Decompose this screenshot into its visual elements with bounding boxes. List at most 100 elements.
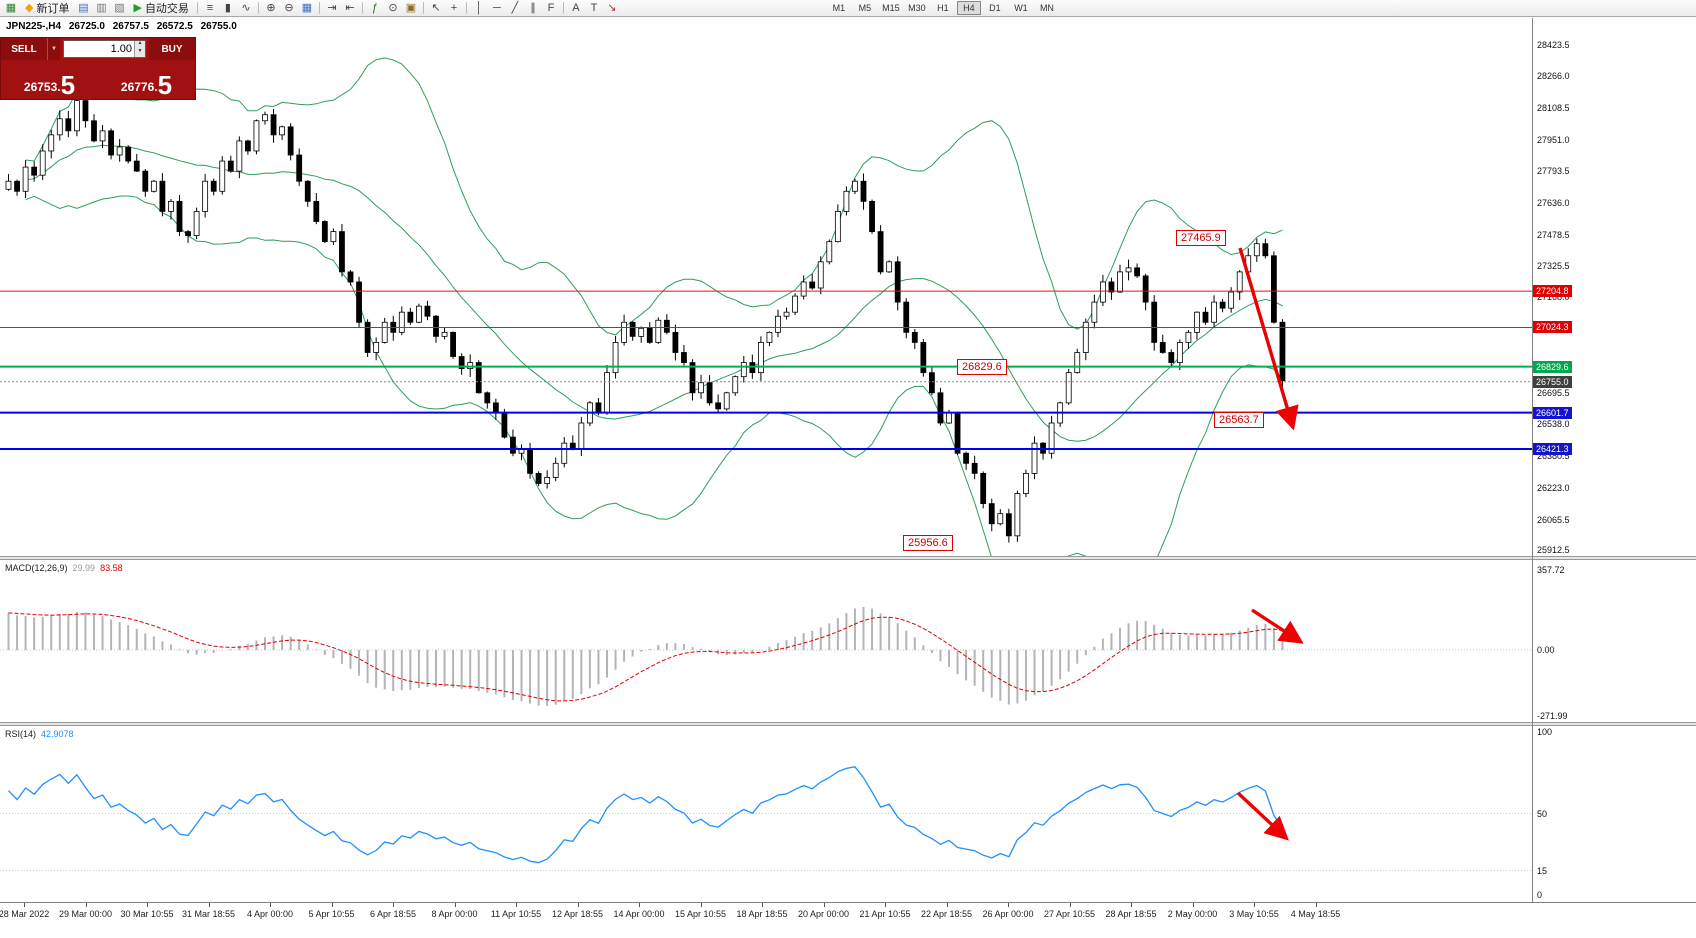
line-chart-icon-glyph: ∿: [241, 1, 251, 14]
buy-price[interactable]: 26776. 5: [98, 60, 195, 99]
chart-profiles-icon[interactable]: ▤: [74, 1, 92, 16]
macd-signal-line: [8, 612, 1283, 702]
toolbar-icon-group: ▦ ◆ 新订单 ▤ ▥ ▧ ▶ 自动交易 ≡ ▮ ∿ ⊕ ⊖ ▦ ⇥ ⇤ ƒ ⊙ ▣ ↖ + │ ─ ╱ ∥ F A T ↘: [2, 0, 621, 17]
time-axis-label: 30 Mar 10:55: [120, 909, 174, 919]
main-trend-arrow[interactable]: [1238, 247, 1299, 431]
indicators-icon[interactable]: ƒ: [366, 1, 384, 16]
time-axis-tick: [700, 903, 702, 907]
volume-up-button[interactable]: ▲: [135, 41, 145, 49]
time-axis-label: 2 May 00:00: [1167, 909, 1218, 919]
crosshair-icon[interactable]: +: [445, 1, 463, 16]
cursor-icon-glyph: ↖: [431, 1, 441, 14]
time-axis-label: 4 May 18:55: [1290, 909, 1341, 919]
chart-macd-splitter[interactable]: [0, 556, 1696, 560]
main-toolbar: ▦ ◆ 新订单 ▤ ▥ ▧ ▶ 自动交易 ≡ ▮ ∿ ⊕ ⊖ ▦ ⇥ ⇤ ƒ ⊙ ▣ ↖ + │ ─ ╱ ∥ F A T ↘ M1 M5 M…: [0, 0, 1696, 17]
time-axis-label: 31 Mar 18:55: [181, 909, 236, 919]
macd-indicator-label: MACD(12,26,9) 29.99 83.58: [5, 563, 128, 573]
time-axis-tick: [516, 903, 517, 907]
timeframe-mn-button[interactable]: MN: [1039, 3, 1054, 13]
timeframe-d1-button[interactable]: D1: [989, 3, 1001, 13]
candlestick-chart-icon-glyph: ▮: [224, 1, 231, 14]
trade-options-dropdown-icon[interactable]: ▼: [47, 38, 60, 60]
horizontal-line-icon-glyph: ─: [493, 1, 501, 14]
zoom-out-icon[interactable]: ⊖: [280, 1, 298, 16]
timeframe-h4-button[interactable]: H4: [956, 1, 981, 15]
tile-windows-icon[interactable]: ▦: [298, 1, 316, 16]
sell-button[interactable]: SELL: [1, 38, 47, 60]
candlestick-chart-icon[interactable]: ▮: [219, 1, 237, 16]
arrows-icon[interactable]: ↘: [603, 1, 621, 16]
time-axis-label: 27 Apr 10:55: [1043, 909, 1096, 919]
text-icon[interactable]: A: [567, 1, 585, 16]
chart-shift-icon[interactable]: ⇤: [341, 1, 359, 16]
new-order-button-label: 新订单: [36, 3, 70, 15]
macd-name: MACD(12,26,9): [5, 563, 68, 573]
time-axis-tick: [454, 903, 456, 907]
zoom-in-icon[interactable]: ⊕: [262, 1, 280, 16]
market-watch-icon[interactable]: ▥: [92, 1, 110, 16]
templates-icon[interactable]: ▣: [402, 1, 420, 16]
price-label-annotation[interactable]: 27465.9: [1176, 230, 1226, 247]
macd-trend-arrow[interactable]: [1251, 608, 1304, 644]
trendline-icon[interactable]: ╱: [506, 1, 524, 16]
toolbar-separator: [422, 2, 424, 14]
ohlc-close: 26755.0: [200, 21, 237, 32]
equidistant-channel-icon[interactable]: ∥: [524, 1, 542, 16]
one-click-trading-panel: SELL ▼ ▲ ▼ BUY 26753. 5 26776. 5: [0, 37, 196, 100]
fibonacci-icon[interactable]: F: [542, 1, 560, 16]
auto-trading-button[interactable]: ▶ 自动交易: [128, 1, 193, 16]
sell-price-big-digit: 5: [60, 70, 76, 101]
time-axis-label: 28 Mar 2022: [0, 909, 50, 919]
macd-rsi-splitter[interactable]: [0, 722, 1696, 726]
arrows-icon-glyph: ↘: [607, 1, 617, 14]
volume-down-button[interactable]: ▼: [135, 49, 145, 57]
timeframe-h1-button[interactable]: H1: [937, 3, 949, 13]
sell-price[interactable]: 26753. 5: [1, 60, 98, 99]
bollinger-upper-band: [25, 57, 1283, 336]
time-axis-label: 22 Apr 18:55: [920, 909, 973, 919]
time-axis-label: 8 Apr 00:00: [431, 909, 478, 919]
buy-button[interactable]: BUY: [149, 38, 195, 60]
chart-shift-icon-glyph: ⇤: [345, 1, 355, 14]
volume-input[interactable]: [64, 41, 134, 57]
bar-chart-icon[interactable]: ≡: [201, 1, 219, 16]
toolbar-separator: [196, 2, 198, 14]
new-chart-icon[interactable]: ▦: [2, 1, 20, 16]
cursor-icon[interactable]: ↖: [427, 1, 445, 16]
tile-windows-icon-glyph: ▦: [301, 1, 313, 14]
rsi-value: 42.9078: [41, 729, 74, 739]
new-order-button[interactable]: ◆ 新订单: [20, 1, 74, 16]
price-label-annotation[interactable]: 26563.7: [1214, 412, 1264, 429]
new-chart-icon-glyph: ▦: [5, 1, 17, 14]
auto-scroll-icon[interactable]: ⇥: [323, 1, 341, 16]
time-axis-tick: [946, 903, 948, 907]
ohlc-low: 26572.5: [156, 21, 193, 32]
timeframe-m1-button[interactable]: M1: [832, 3, 846, 13]
timeframe-m5-button[interactable]: M5: [858, 3, 872, 13]
price-label-annotation[interactable]: 26829.6: [957, 358, 1007, 375]
time-axis-label: 29 Mar 00:00: [58, 909, 113, 919]
time-axis[interactable]: 28 Mar 2022 29 Mar 00:00 30 Mar 10:55 31 Ma…: [0, 902, 1696, 938]
zoom-out-icon-glyph: ⊖: [284, 1, 294, 14]
text-label-icon-glyph: T: [590, 1, 598, 14]
horizontal-line-icon[interactable]: ─: [488, 1, 506, 16]
vertical-line-icon[interactable]: │: [470, 1, 488, 16]
ohlc-high: 26757.5: [112, 21, 149, 32]
bollinger-middle-band: [25, 144, 1283, 442]
time-axis-tick: [270, 903, 271, 907]
volume-field: ▲ ▼: [63, 40, 146, 58]
navigator-icon[interactable]: ▧: [110, 1, 128, 16]
timeframe-w1-button[interactable]: W1: [1014, 3, 1028, 13]
time-axis-label: 14 Apr 00:00: [613, 909, 665, 919]
time-axis-label: 11 Apr 10:55: [490, 909, 542, 919]
chart-profiles-icon-glyph: ▤: [78, 1, 89, 14]
timeframe-m15-button[interactable]: M15: [882, 3, 900, 13]
price-label-annotation[interactable]: 25956.6: [903, 534, 953, 551]
text-label-icon[interactable]: T: [585, 1, 603, 16]
line-chart-icon[interactable]: ∿: [237, 1, 255, 16]
rsi-trend-arrow[interactable]: [1236, 791, 1289, 841]
equidistant-channel-icon-glyph: ∥: [530, 1, 536, 14]
periods-icon[interactable]: ⊙: [384, 1, 402, 16]
timeframe-m30-button[interactable]: M30: [908, 3, 926, 13]
macd-main-value: 29.99: [72, 563, 96, 573]
